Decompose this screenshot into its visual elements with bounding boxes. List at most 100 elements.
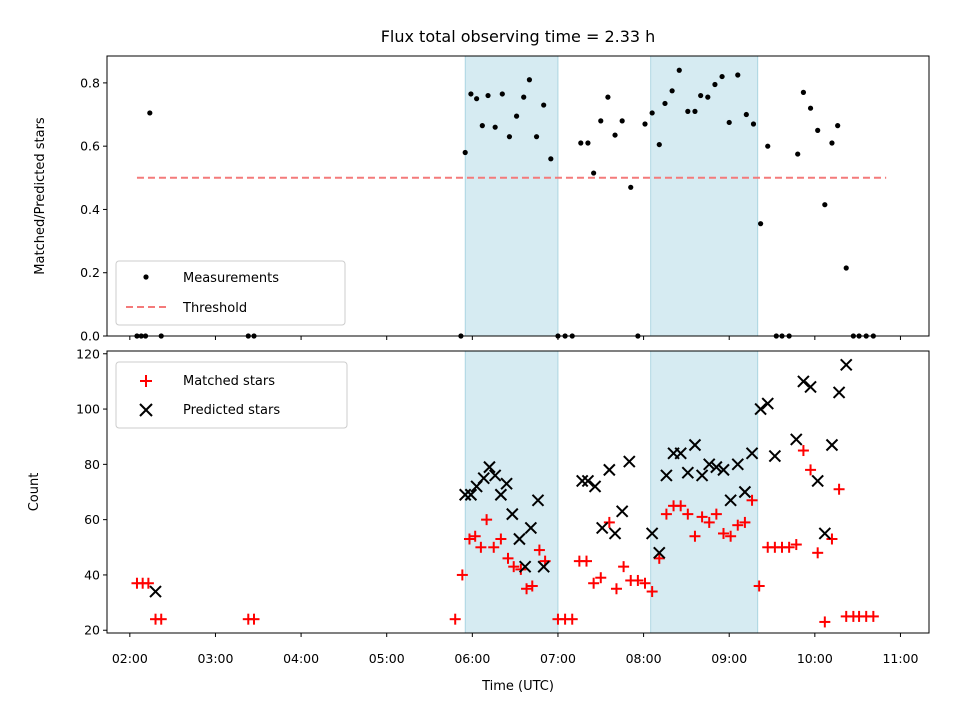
predicted-star-point [825,438,839,452]
x-tick-label: 07:00 [540,651,576,666]
matched-star-point [660,508,672,520]
top-y-tick-label: 0.0 [80,329,100,344]
top-legend-box [115,260,346,326]
x-tick-label: 02:00 [112,651,148,666]
matched-star-point [595,572,607,584]
top-panel: 0.00.20.40.60.8 Matched/Predicted stars … [33,55,930,344]
matched-star-point [725,530,737,542]
measurement-point [829,140,835,146]
legend-threshold-label: Threshold [182,301,247,316]
measurement-point [612,132,618,138]
matched-star-point [826,533,838,545]
top-y-axis-label: Matched/Predicted stars [33,117,48,275]
matched-star-point [696,511,708,523]
matched-star-point [526,580,538,592]
matched-star-point [819,616,831,628]
matched-star-point [753,580,765,592]
shaded-intervals [464,55,759,634]
predicted-star-point [615,505,629,518]
predicted-star-point [710,460,723,474]
measurement-point [548,156,554,162]
predicted-star-point [724,494,737,507]
measurement-point [462,149,468,156]
predicted-star-point [761,397,774,410]
x-tick-label: 11:00 [882,651,918,666]
measurement-point [474,96,480,102]
bottom-y-tick-label: 60 [84,512,100,527]
measurement-point [499,91,505,97]
shaded-interval-top-1 [650,55,759,337]
predicted-star-point [500,477,513,490]
bottom-y-tick-label: 80 [84,457,100,472]
measurement-point [649,110,655,116]
matched-star-point [610,583,622,595]
predicted-star-point [832,386,846,399]
x-axis-label: Time (UTC) [481,679,554,694]
matched-star-point [682,508,694,520]
measurement-point [642,121,648,127]
matched-star-point [495,533,507,545]
measurement-point [591,170,597,176]
matched-star-point [675,500,687,512]
predicted-star-point [804,380,817,394]
predicted-star-point [681,466,695,479]
measurement-point [712,81,718,88]
measurement-point [526,77,533,83]
predicted-star-point [595,521,609,535]
predicted-star-point [818,527,832,540]
matched-star-point [646,586,658,598]
count-points [131,358,879,628]
legend-matched-label: Matched stars [183,374,275,389]
predicted-star-point [797,375,810,388]
predicted-star-point [483,460,496,474]
legend-predicted-label: Predicted stars [183,403,280,418]
measurement-point [719,73,725,80]
measurement-point [513,113,520,119]
shaded-interval-top-0 [464,55,559,337]
matched-star-point [155,613,167,625]
measurement-point [726,119,732,126]
measurement-point [521,94,527,100]
bottom-y-tick-label: 20 [84,623,100,638]
bottom-legend-box [115,361,348,429]
measurement-point [692,108,698,114]
x-tick-label: 05:00 [369,651,405,666]
matched-star-point [812,547,824,559]
measurement-point [795,151,801,157]
measurement-point [506,134,513,140]
measurement-point [822,202,828,208]
measurement-point [485,92,491,99]
measurement-point [750,121,757,127]
top-y-tick-label: 0.4 [80,202,100,217]
measurement-point [479,123,485,129]
matched-star-point [739,516,751,528]
top-y-tick-label: 0.2 [80,265,100,280]
predicted-star-point [149,585,162,598]
x-tick-label: 06:00 [454,651,490,666]
predicted-star-point [608,527,622,540]
predicted-star-point [623,455,636,468]
matched-star-point [746,494,758,506]
matched-star-point [566,613,578,625]
top-y-tick-label: 0.8 [80,75,100,90]
legend-measurements-marker [143,274,149,280]
measurement-point [468,91,474,97]
matched-star-point [533,544,545,556]
matched-star-point [488,541,500,553]
predicted-star-point [738,485,752,499]
predicted-star-point [768,449,782,463]
matched-star-point [718,527,729,539]
measurement-point [656,141,662,148]
matched-star-point [783,541,795,553]
matched-star-point [797,445,809,457]
predicted-star-point [688,438,702,452]
matched-star-point [703,516,715,528]
matched-star-point [805,464,817,476]
measurement-point [628,184,634,190]
matched-star-point [248,613,260,625]
matched-star-point [833,483,845,495]
x-tick-label: 04:00 [283,651,319,666]
matched-star-point [653,552,665,564]
x-tick-label: 08:00 [626,651,662,666]
matched-star-point [710,508,722,520]
